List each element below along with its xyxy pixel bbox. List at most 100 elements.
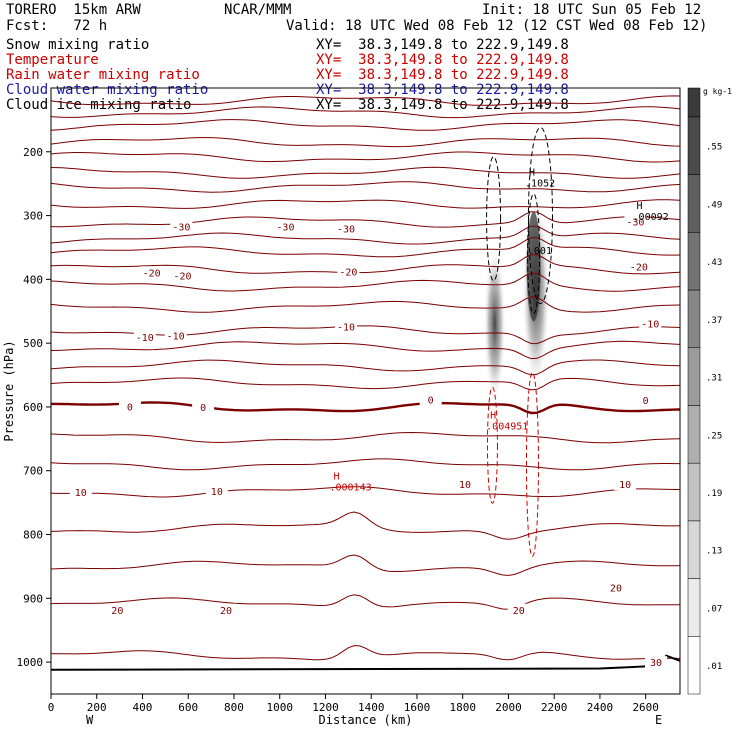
cloud-ice-contour-east	[527, 127, 553, 305]
snow-core-east	[526, 211, 541, 322]
field-xy-rain: XY= 38.3,149.8 to 222.9,149.8	[316, 67, 569, 83]
isotherm-line	[50, 594, 681, 610]
init-time: Init: 18 UTC Sun 05 Feb 12	[482, 2, 702, 18]
isotherm-line	[50, 272, 681, 292]
isotherm-line	[50, 458, 680, 471]
isotherm-line	[50, 254, 681, 275]
x-tick-label: 1800	[449, 701, 476, 714]
isotherm-label-bg	[133, 330, 156, 343]
colorbar-label: .55	[706, 143, 722, 153]
isotherm-label: 0	[200, 403, 206, 414]
x-tick-label: 2200	[541, 701, 568, 714]
isotherm-label: -30	[626, 217, 644, 228]
isotherm-label-bg	[106, 603, 129, 616]
isotherm-label-bg	[274, 220, 297, 233]
plot-frame	[50, 87, 681, 695]
isotherm-label-bg	[118, 400, 141, 413]
x-tick-label: 2400	[587, 701, 614, 714]
x-tick-label: 400	[133, 701, 153, 714]
isotherm-line	[50, 359, 681, 376]
y-tick-label: 600	[23, 401, 43, 414]
isotherm-label: -20	[143, 268, 161, 279]
isotherm-label: 10	[211, 487, 223, 498]
x-tick-label: 1000	[266, 701, 293, 714]
isotherm-label: 0	[643, 396, 649, 407]
field-label-rain: Rain water mixing ratio	[6, 67, 200, 83]
isotherm-label: -30	[337, 224, 355, 235]
x-tick-label: 1600	[404, 701, 431, 714]
isotherm-line	[50, 377, 681, 391]
isotherm-line	[50, 645, 681, 661]
isotherm-label-bg	[140, 266, 163, 279]
isotherm-label: -10	[337, 323, 355, 334]
isotherm-label-bg	[453, 478, 476, 491]
isotherm-line	[50, 511, 681, 540]
model-title: TORERO 15km ARW	[6, 2, 141, 18]
y-axis-title: Pressure (hPa)	[2, 340, 16, 441]
isotherm-label: -30	[172, 222, 190, 233]
isotherm-label-bg	[335, 320, 358, 333]
isotherm-line	[50, 431, 681, 444]
field-label-cloud-water: Cloud water mixing ratio	[6, 82, 209, 98]
max-value-label: .1052	[525, 178, 555, 189]
isotherm-label-bg	[419, 393, 442, 406]
isotherm-label: 0	[428, 395, 434, 406]
x-tick-label: 1200	[312, 701, 339, 714]
colorbar-unit: g kg-1	[703, 87, 732, 96]
rain-contour-east	[525, 371, 539, 557]
colorbar-swatch	[687, 289, 701, 348]
y-tick-label: 800	[23, 529, 43, 542]
colorbar-label: .31	[706, 374, 722, 384]
isotherm-label-bg	[624, 215, 647, 228]
isotherm-label: 20	[513, 606, 525, 617]
max-marker: H	[333, 472, 339, 483]
valid-time: Valid: 18 UTC Wed 08 Feb 12 (12 CST Wed …	[286, 18, 708, 34]
rain-contour-west	[486, 386, 498, 504]
cloud-ice-contour-inner	[527, 193, 541, 315]
isotherm-label-bg	[69, 485, 92, 498]
isotherm-label: -30	[276, 222, 294, 233]
isotherm-label: 20	[610, 583, 622, 594]
isotherm-label: -10	[641, 319, 659, 330]
isotherm-label-bg	[192, 400, 215, 413]
isotherm-label-bg	[634, 393, 657, 406]
isotherm-label: 10	[75, 488, 87, 499]
max-value-label: .00092	[633, 212, 669, 223]
colorbar-swatch	[687, 578, 701, 637]
isotherm-label: 20	[111, 606, 123, 617]
field-label-snow: Snow mixing ratio	[6, 37, 150, 53]
isotherm-label: -10	[136, 333, 154, 344]
org-label: NCAR/MMM	[224, 2, 292, 18]
ground-surface	[50, 654, 681, 671]
isotherm-label-bg	[337, 265, 360, 278]
colorbar-label: .19	[706, 489, 722, 499]
isotherm-line	[50, 181, 681, 193]
isotherm-line	[50, 106, 681, 119]
x-tick-label: 200	[87, 701, 107, 714]
colorbar-label: .43	[706, 258, 722, 268]
isotherm-line	[50, 225, 681, 245]
max-marker: H	[529, 167, 535, 178]
colorbar-top-swatch	[687, 87, 701, 118]
isotherm-line	[50, 95, 681, 106]
isotherm-line	[50, 554, 681, 576]
isotherm-line	[50, 340, 681, 360]
snow-shading-west	[483, 246, 506, 403]
x-tick-label: 600	[178, 701, 198, 714]
isotherm-label-bg	[214, 603, 237, 616]
field-xy-cloud-ice: XY= 38.3,149.8 to 222.9,149.8	[316, 97, 569, 113]
isotherm-label: -10	[167, 332, 185, 343]
isotherm-0c	[51, 401, 681, 415]
colorbar-label: .07	[706, 604, 722, 614]
isotherm-label-bg	[170, 220, 193, 233]
y-tick-label: 500	[23, 337, 43, 350]
isotherm-label: 10	[459, 480, 471, 491]
isotherm-line	[50, 137, 681, 148]
field-xy-snow: XY= 38.3,149.8 to 222.9,149.8	[316, 37, 569, 53]
y-tick-label: 300	[23, 210, 43, 223]
y-tick-label: 700	[23, 465, 43, 478]
field-xy-cloud-water: XY= 38.3,149.8 to 222.9,149.8	[316, 82, 569, 98]
cloud-ice-contour-west	[486, 156, 502, 282]
x-tick-label: 0	[48, 701, 55, 714]
